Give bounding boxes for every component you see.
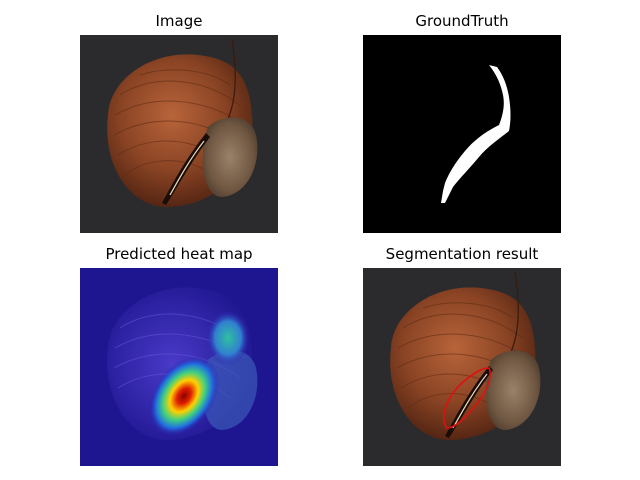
heatmap-overlay xyxy=(80,268,278,466)
image-title: Image xyxy=(49,12,309,30)
mask-background xyxy=(363,35,561,233)
heatmap-title: Predicted heat map xyxy=(49,245,309,263)
image-panel xyxy=(80,35,278,233)
segmentation-title: Segmentation result xyxy=(332,245,592,263)
binary-mask xyxy=(363,35,561,233)
groundtruth-panel xyxy=(363,35,561,233)
hazelnut-photo xyxy=(80,35,278,233)
segmentation-panel xyxy=(363,268,561,466)
groundtruth-title: GroundTruth xyxy=(332,12,592,30)
secondary-hotspot xyxy=(206,310,250,366)
heatmap-panel xyxy=(80,268,278,466)
photo-with-contour xyxy=(363,268,561,466)
